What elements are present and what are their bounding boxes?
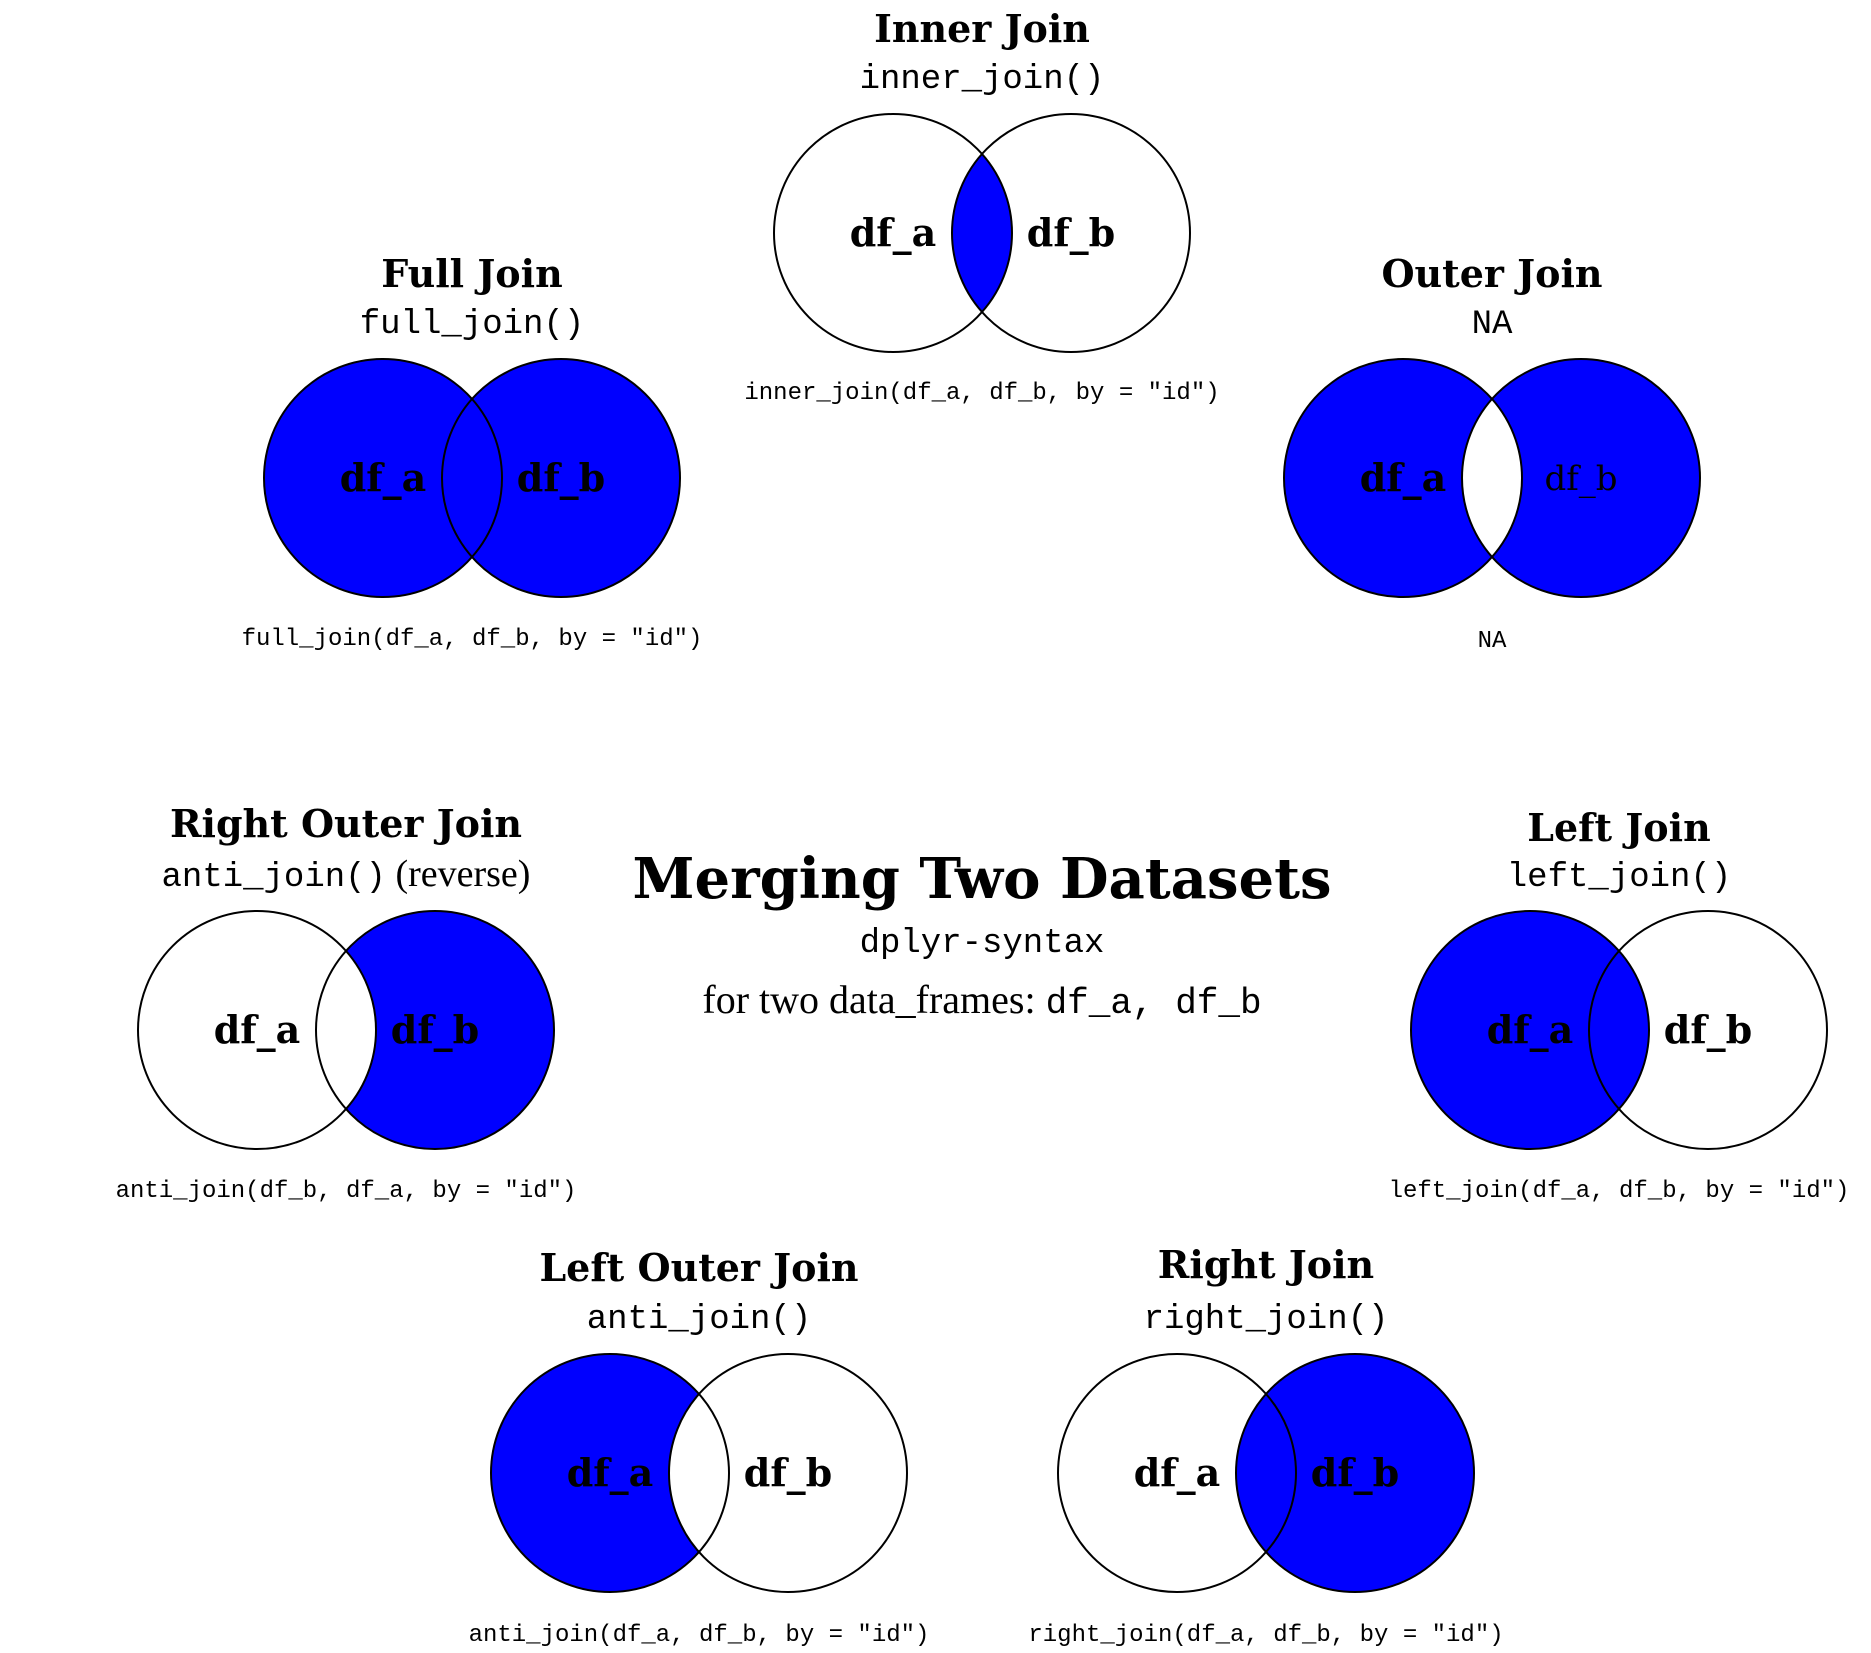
venn-left-outer-fill-a	[491, 1354, 729, 1592]
venn-inner-label-b: df_b	[1027, 210, 1116, 255]
venn-outer: df_a df_b	[1283, 358, 1701, 598]
center-title-block: Merging Two Datasets dplyr-syntax for tw…	[632, 846, 1331, 1024]
venn-inner-label-a: df_a	[850, 210, 937, 255]
venn-outer-fill-b	[1462, 359, 1700, 597]
join-full-title: Full Join	[381, 251, 562, 296]
venn-right-outer-label-a: df_a	[214, 1007, 301, 1052]
venn-full-circle-b	[441, 358, 681, 598]
venn-right-outer-label-b: df_b	[391, 1007, 480, 1052]
join-full: Full Join full_join() df_a df_b full_joi…	[242, 251, 703, 653]
join-full-code: full_join(df_a, df_b, by = "id")	[242, 626, 703, 653]
venn-full-fill-a	[264, 359, 502, 597]
join-outer-title: Outer Join	[1381, 251, 1602, 296]
venn-inner-circle-b	[951, 113, 1191, 353]
join-right-outer-code: anti_join(df_b, df_a, by = "id")	[116, 1178, 577, 1205]
venn-left-label-a: df_a	[1487, 1007, 1574, 1052]
join-inner-title: Inner Join	[874, 6, 1090, 51]
venn-outer-fill-a	[1284, 359, 1522, 597]
join-inner-code: inner_join(df_a, df_b, by = "id")	[744, 380, 1219, 407]
venn-right-circle-b	[1235, 1353, 1475, 1593]
venn-outer-circle-b	[1461, 358, 1701, 598]
venn-right-outer-circle-b	[315, 910, 555, 1150]
join-inner-func: inner_join()	[860, 61, 1105, 99]
venn-full-label-a: df_a	[340, 455, 427, 500]
venn-left-outer-circle-b	[668, 1353, 908, 1593]
venn-left-outer-label-b: df_b	[744, 1450, 833, 1495]
venn-left-circle-b	[1588, 910, 1828, 1150]
join-left: Left Join left_join() df_a df_b left_joi…	[1389, 805, 1850, 1205]
join-full-func: full_join()	[360, 306, 584, 344]
venn-right-circle-a	[1057, 1353, 1297, 1593]
join-right-outer-func-note: (reverse)	[395, 853, 530, 895]
venn-left-outer-circle-a	[490, 1353, 730, 1593]
venn-inner-circle-a	[773, 113, 1013, 353]
venn-full-label-b: df_b	[517, 455, 606, 500]
join-outer-func: NA	[1472, 306, 1513, 344]
main-description: for two data_frames: df_a, df_b	[702, 977, 1261, 1024]
join-right-func: right_join()	[1144, 1301, 1389, 1339]
join-left-title: Left Join	[1527, 805, 1710, 850]
venn-left: df_a df_b	[1410, 910, 1828, 1150]
join-left-code: left_join(df_a, df_b, by = "id")	[1389, 1178, 1850, 1205]
venn-outer-circle-a	[1283, 358, 1523, 598]
join-right-title: Right Join	[1158, 1242, 1374, 1287]
join-right-outer: Right Outer Join anti_join() (reverse) d…	[116, 801, 577, 1205]
venn-full-circle-a	[263, 358, 503, 598]
join-left-outer-title: Left Outer Join	[539, 1245, 858, 1290]
venn-right-label-b: df_b	[1311, 1450, 1400, 1495]
main-description-text: for two data_frames:	[702, 977, 1045, 1022]
venn-right-outer-fill-b	[316, 911, 554, 1149]
join-right-code: right_join(df_a, df_b, by = "id")	[1028, 1622, 1503, 1649]
venn-inner: df_a df_b	[773, 113, 1191, 353]
venn-left-outer: df_a df_b	[490, 1353, 908, 1593]
join-right: Right Join right_join() df_a df_b right_…	[1028, 1242, 1503, 1649]
venn-right-label-a: df_a	[1134, 1450, 1221, 1495]
join-outer-code: NA	[1478, 628, 1507, 655]
join-left-outer-code: anti_join(df_a, df_b, by = "id")	[469, 1622, 930, 1649]
venn-left-outer-label-a: df_a	[567, 1450, 654, 1495]
join-left-func: left_join()	[1507, 859, 1731, 897]
venn-right-outer: df_a df_b	[137, 910, 555, 1150]
venn-right: df_a df_b	[1057, 1353, 1475, 1593]
join-right-outer-func-line: anti_join() (reverse)	[162, 853, 531, 897]
venn-right-fill-b	[1236, 1354, 1474, 1592]
join-left-outer: Left Outer Join anti_join() df_a df_b an…	[469, 1245, 930, 1649]
venn-left-label-b: df_b	[1664, 1007, 1753, 1052]
venn-right-outer-circle-a	[137, 910, 377, 1150]
venn-left-circle-a	[1410, 910, 1650, 1150]
venn-left-fill-a	[1411, 911, 1649, 1149]
join-right-outer-title: Right Outer Join	[170, 801, 522, 846]
join-outer: Outer Join NA df_a df_b NA	[1283, 251, 1701, 655]
join-inner: Inner Join inner_join() df_a df_b inner_…	[744, 6, 1219, 407]
main-description-code: df_a, df_b	[1046, 983, 1262, 1024]
join-right-outer-func: anti_join()	[162, 859, 386, 897]
main-subtitle: dplyr-syntax	[860, 925, 1105, 963]
venn-full-fill-b	[442, 359, 680, 597]
main-title: Merging Two Datasets	[632, 846, 1331, 912]
venn-outer-label-b: df_b	[1544, 459, 1617, 499]
venn-full: df_a df_b	[263, 358, 681, 598]
venn-outer-label-a: df_a	[1360, 455, 1447, 500]
join-left-outer-func: anti_join()	[587, 1301, 811, 1339]
